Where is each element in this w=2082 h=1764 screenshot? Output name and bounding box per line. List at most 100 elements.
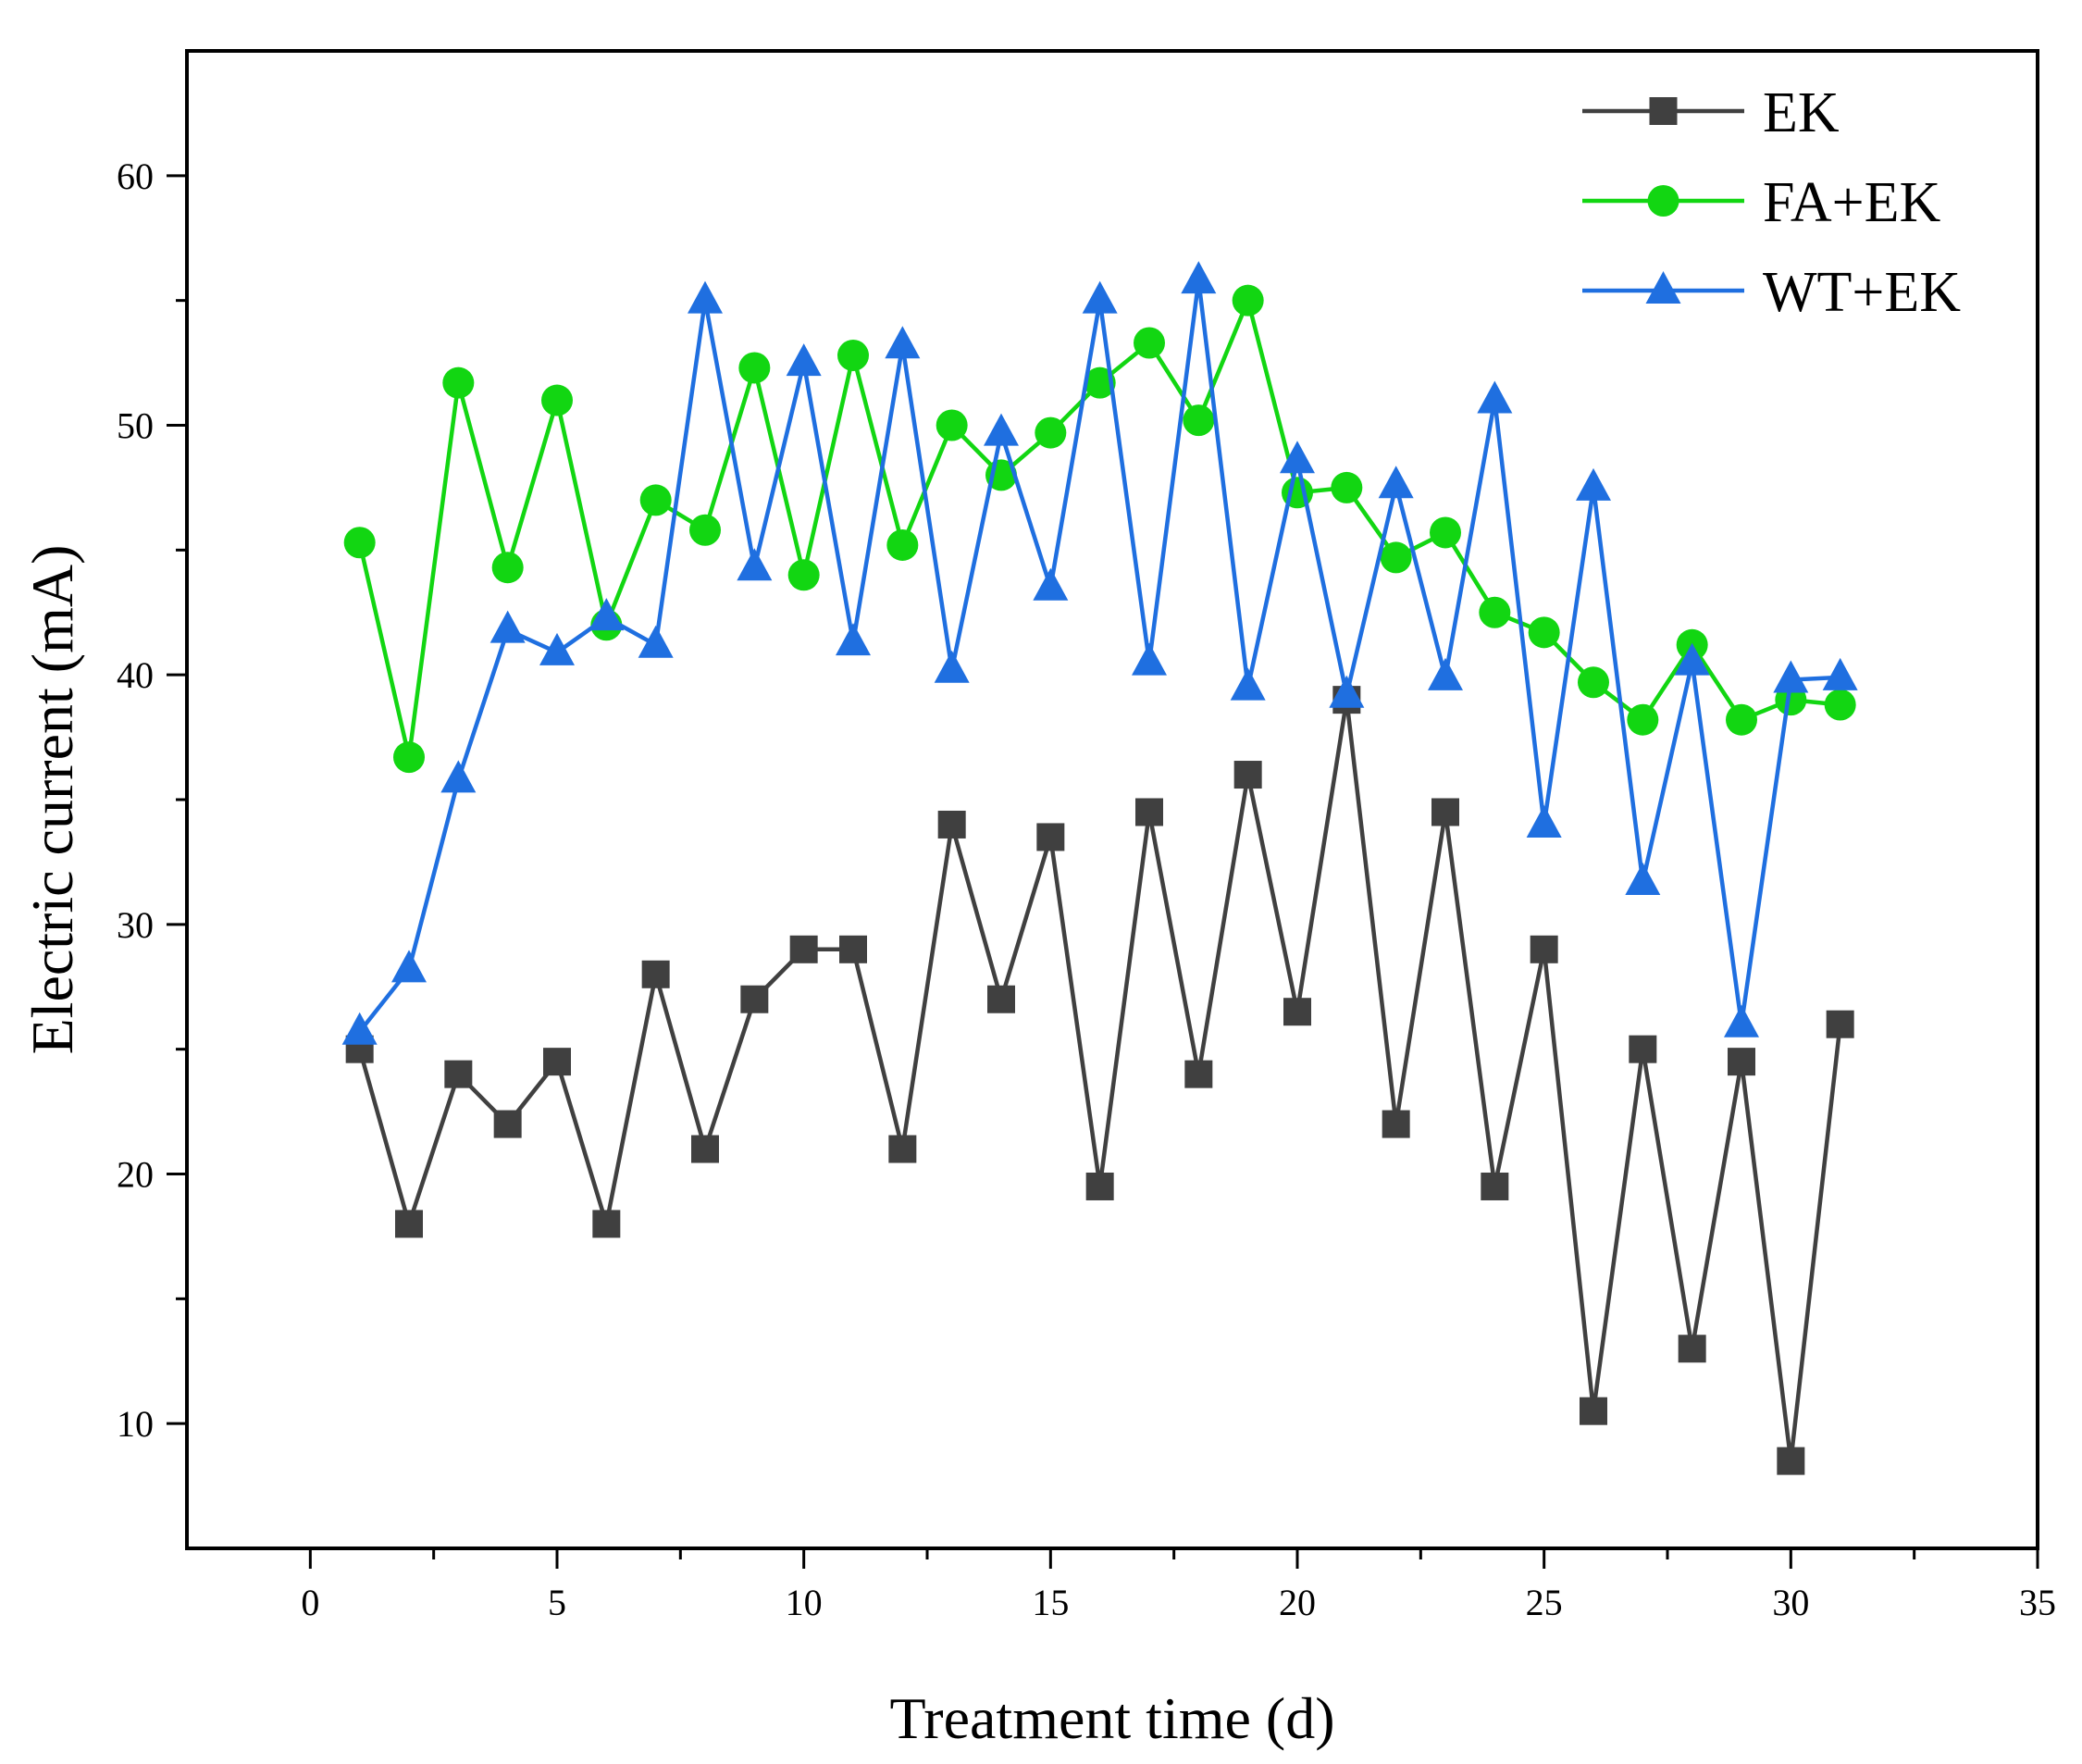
data-point-ek (444, 1060, 473, 1088)
data-point-ek (395, 1210, 423, 1238)
y-tick-label: 60 (117, 155, 154, 197)
data-point-fa-ek (738, 352, 771, 384)
data-point-wt-ek (638, 625, 674, 658)
legend-item-fa-ek: FA+EK (1582, 171, 1940, 234)
data-point-fa-ek (936, 409, 968, 441)
data-point-wt-ek (391, 950, 427, 983)
data-point-wt-ek (885, 326, 921, 359)
y-tick-label: 20 (117, 1154, 154, 1196)
series-fa-ek (343, 284, 1856, 774)
data-point-fa-ek (1627, 703, 1659, 736)
data-point-wt-ek (1082, 280, 1118, 314)
data-point-wt-ek (1625, 862, 1661, 895)
x-tick-label: 0 (301, 1582, 319, 1623)
data-point-wt-ek (786, 343, 822, 377)
x-tick-label: 35 (2019, 1582, 2056, 1623)
data-point-ek (1777, 1447, 1805, 1475)
plot-frame (185, 49, 2039, 1550)
series-wt-ek (341, 261, 1858, 1045)
legend-item-wt-ek: WT+EK (1582, 261, 1961, 324)
data-point-wt-ek (1132, 642, 1167, 676)
data-point-wt-ek (1378, 466, 1414, 499)
data-point-wt-ek (539, 632, 575, 665)
legend-item-ek: EK (1582, 81, 1840, 144)
data-point-wt-ek (1230, 667, 1266, 701)
data-point-wt-ek (1477, 380, 1513, 414)
legend-marker (1645, 271, 1681, 304)
data-point-wt-ek (688, 280, 723, 314)
data-point-fa-ek (1183, 404, 1215, 437)
y-tick-label: 40 (117, 654, 154, 696)
data-point-ek (1135, 798, 1163, 826)
data-point-ek (543, 1048, 571, 1076)
data-point-fa-ek (1035, 416, 1067, 449)
data-point-fa-ek (1528, 616, 1560, 649)
x-axis-title: Treatment time (d) (889, 1685, 1334, 1751)
y-tick-label: 10 (117, 1403, 154, 1445)
x-tick-label: 10 (786, 1582, 823, 1623)
data-point-fa-ek (343, 527, 376, 559)
data-point-wt-ek (984, 413, 1019, 446)
data-point-fa-ek (689, 514, 721, 546)
y-axis-title: Electric current (mA) (19, 545, 85, 1055)
y-tick-label: 30 (117, 904, 154, 946)
data-point-ek (740, 985, 769, 1013)
data-point-fa-ek (1479, 596, 1511, 628)
x-tick-label: 15 (1032, 1582, 1069, 1623)
data-point-ek (789, 935, 818, 963)
data-point-wt-ek (1576, 467, 1611, 501)
data-point-fa-ek (1380, 541, 1412, 574)
data-point-wt-ek (737, 548, 773, 581)
series-ek (345, 686, 1854, 1475)
data-point-ek (839, 935, 867, 963)
data-point-fa-ek (442, 366, 475, 399)
data-point-ek (641, 960, 670, 988)
legend: EK FA+EK WT+EK (1582, 81, 1961, 324)
data-point-fa-ek (639, 484, 672, 516)
data-point-wt-ek (1329, 675, 1365, 708)
data-point-fa-ek (491, 552, 524, 584)
data-point-ek (691, 1135, 719, 1163)
data-point-wt-ek (1280, 441, 1315, 474)
data-point-ek (1629, 1035, 1657, 1063)
data-point-fa-ek (837, 339, 869, 371)
series-layer (341, 261, 1858, 1475)
data-point-ek (493, 1110, 522, 1138)
data-point-fa-ek (1578, 666, 1609, 699)
data-point-wt-ek (1181, 261, 1217, 294)
series-line-ek (357, 699, 1842, 1461)
data-point-fa-ek (1430, 516, 1461, 549)
data-point-fa-ek (787, 559, 820, 591)
data-point-fa-ek (541, 384, 573, 416)
data-point-ek (1382, 1110, 1410, 1138)
data-point-wt-ek (1674, 642, 1710, 676)
data-point-ek (1580, 1397, 1607, 1425)
data-point-ek (987, 985, 1015, 1013)
data-point-ek (1233, 761, 1262, 789)
data-point-wt-ek (1428, 657, 1463, 690)
data-point-fa-ek (1134, 327, 1165, 359)
data-point-ek (1085, 1172, 1114, 1200)
data-point-ek (1431, 798, 1459, 826)
data-point-ek (937, 810, 966, 839)
data-point-wt-ek (490, 610, 526, 643)
data-point-ek (1184, 1060, 1213, 1088)
data-point-ek (1283, 998, 1311, 1026)
data-point-wt-ek (341, 1012, 378, 1045)
legend-label: WT+EK (1763, 261, 1961, 324)
data-point-ek (1826, 1010, 1854, 1038)
data-point-ek (888, 1135, 917, 1163)
x-tick-label: 25 (1526, 1582, 1563, 1623)
x-tick-label: 20 (1279, 1582, 1316, 1623)
x-tick-label: 5 (548, 1582, 566, 1623)
data-point-wt-ek (1724, 1004, 1759, 1037)
data-point-wt-ek (589, 598, 625, 631)
data-point-fa-ek (393, 741, 425, 774)
data-point-ek (1728, 1048, 1755, 1076)
data-point-ek (1036, 823, 1065, 851)
legend-marker (1647, 185, 1679, 217)
axis-ticks: 0 5 10 15 20 25 30 35 10 20 30 40 50 60 (117, 155, 2056, 1623)
data-point-wt-ek (934, 650, 970, 683)
data-point-ek (1481, 1172, 1509, 1200)
